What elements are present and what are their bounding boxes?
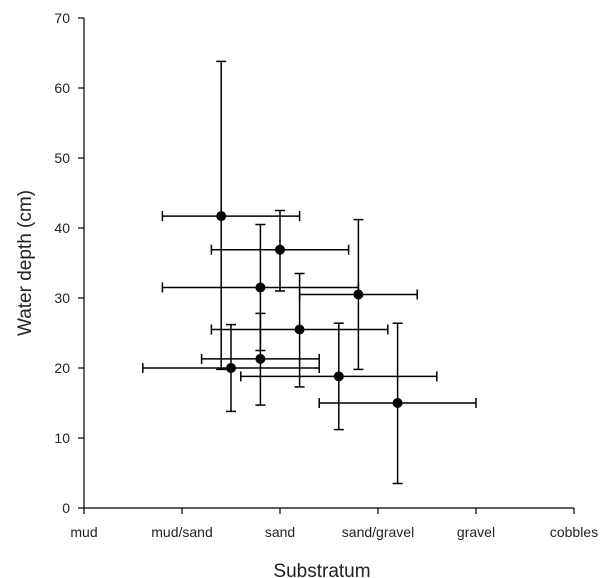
data-point-group: [318, 322, 477, 485]
data-point: [333, 371, 344, 382]
x-tick-label: cobbles: [550, 524, 598, 540]
data-point: [226, 363, 236, 373]
x-tick-label: mud/sand: [151, 524, 212, 540]
data-point-group: [210, 209, 350, 292]
y-tick-label: 50: [54, 150, 70, 166]
x-tick-label: sand/gravel: [342, 524, 414, 540]
data-point: [255, 353, 266, 364]
axes: [83, 18, 574, 509]
x-tick-label: gravel: [457, 524, 495, 540]
data-point: [216, 211, 227, 222]
data-marks: [142, 60, 477, 485]
x-axis-title: Substratum: [273, 561, 370, 578]
data-point-group: [240, 322, 438, 431]
data-point-group: [200, 312, 320, 406]
y-tick-label: 60: [54, 80, 70, 96]
x-tick-label: sand: [265, 524, 295, 540]
y-ticks: 0 10 20 30 40 50 60 70: [54, 10, 84, 516]
y-tick-label: 10: [54, 430, 70, 446]
y-tick-label: 70: [54, 10, 70, 26]
y-tick-label: 20: [54, 360, 70, 376]
data-point: [275, 244, 285, 255]
data-point-group: [161, 60, 301, 371]
y-tick-label: 40: [54, 220, 70, 236]
x-tick-label: mud: [70, 524, 97, 540]
y-tick-label: 0: [62, 500, 70, 516]
data-point: [255, 282, 266, 293]
data-point-group: [298, 218, 418, 371]
y-axis-title: Water depth (cm): [15, 190, 36, 336]
data-point: [392, 398, 403, 408]
x-ticks: mud mud/sand sand sand/gravel gravel cobbles: [70, 508, 598, 540]
data-point: [353, 289, 364, 300]
y-tick-label: 30: [54, 290, 70, 306]
data-point-group: [142, 323, 320, 413]
data-point: [294, 324, 305, 335]
